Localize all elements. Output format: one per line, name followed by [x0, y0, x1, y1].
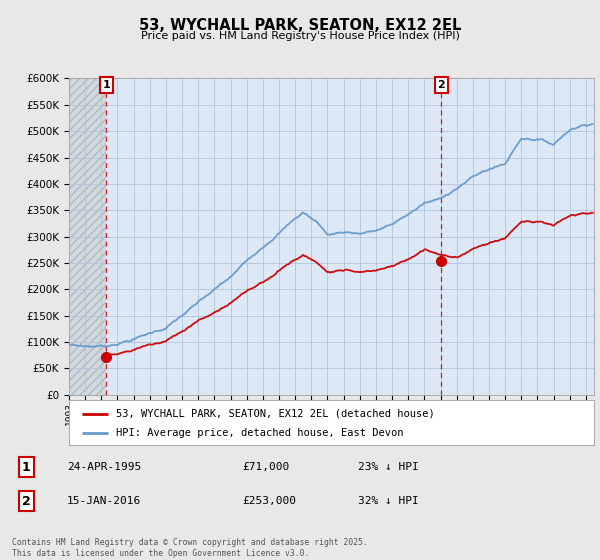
- Text: £253,000: £253,000: [242, 497, 296, 506]
- Text: 15-JAN-2016: 15-JAN-2016: [67, 497, 141, 506]
- Bar: [69, 78, 106, 395]
- Text: 23% ↓ HPI: 23% ↓ HPI: [358, 462, 418, 472]
- Text: 53, WYCHALL PARK, SEATON, EX12 2EL (detached house): 53, WYCHALL PARK, SEATON, EX12 2EL (deta…: [116, 409, 435, 419]
- Text: HPI: Average price, detached house, East Devon: HPI: Average price, detached house, East…: [116, 428, 404, 438]
- Text: Price paid vs. HM Land Registry's House Price Index (HPI): Price paid vs. HM Land Registry's House …: [140, 31, 460, 41]
- Text: 53, WYCHALL PARK, SEATON, EX12 2EL: 53, WYCHALL PARK, SEATON, EX12 2EL: [139, 18, 461, 33]
- Text: Contains HM Land Registry data © Crown copyright and database right 2025.
This d: Contains HM Land Registry data © Crown c…: [12, 538, 368, 558]
- Text: 2: 2: [437, 80, 445, 90]
- Text: 24-APR-1995: 24-APR-1995: [67, 462, 141, 472]
- Text: 2: 2: [22, 495, 31, 508]
- Text: £71,000: £71,000: [242, 462, 290, 472]
- Text: 32% ↓ HPI: 32% ↓ HPI: [358, 497, 418, 506]
- Text: 1: 1: [22, 461, 31, 474]
- Text: 1: 1: [103, 80, 110, 90]
